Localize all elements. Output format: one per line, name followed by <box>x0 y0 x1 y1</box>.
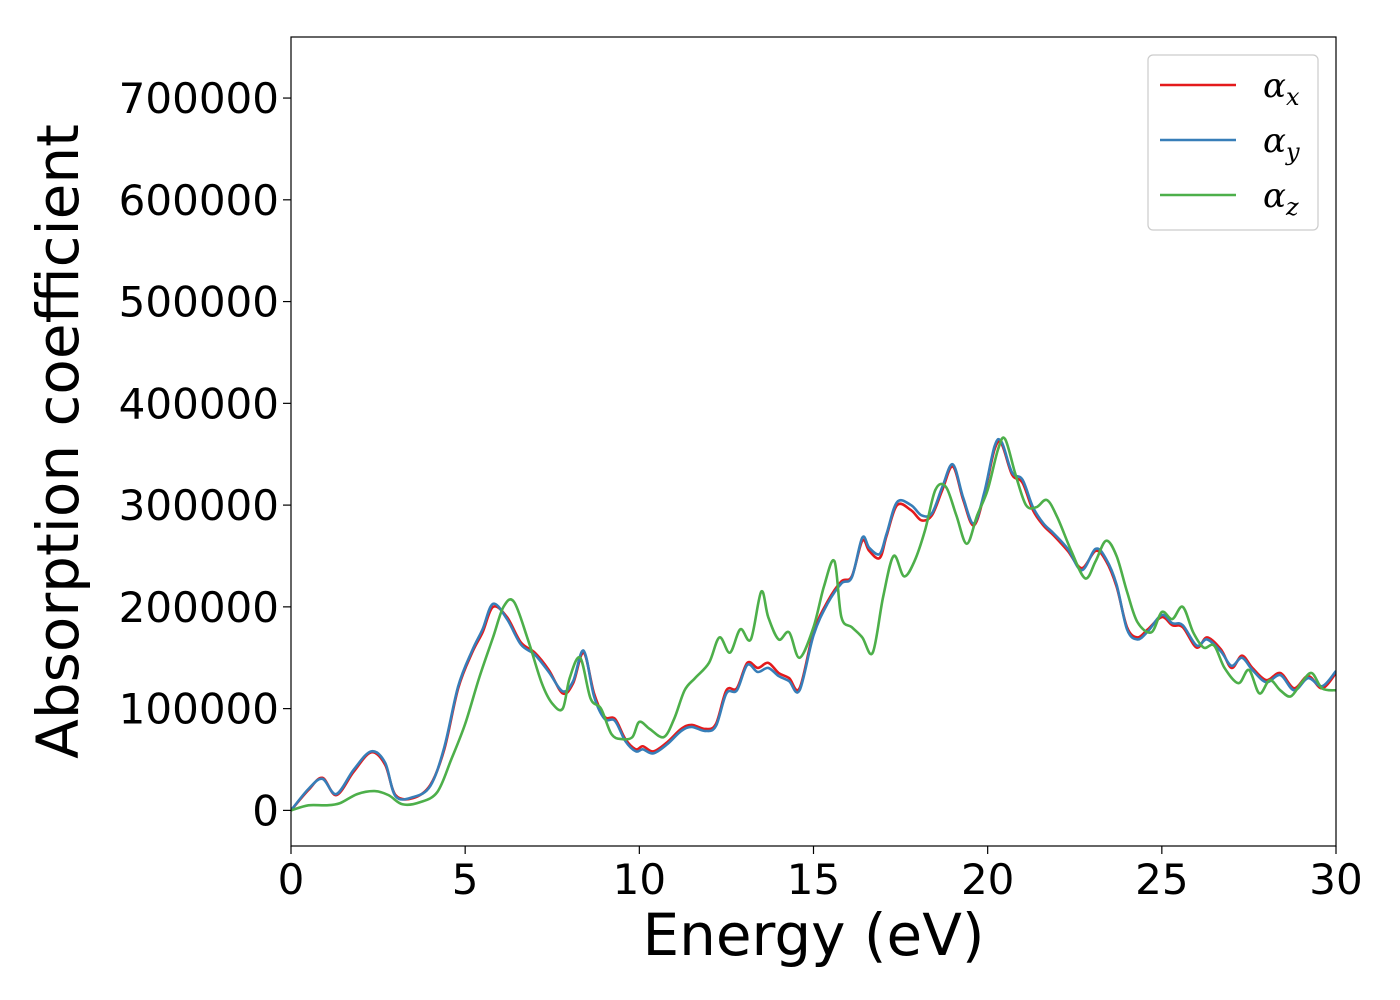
legend-subscript: z <box>1285 193 1299 221</box>
series-layer <box>291 436 1336 812</box>
x-tick-label: 10 <box>613 855 666 904</box>
x-tick-label: 30 <box>1309 855 1362 904</box>
y-tick-label: 500000 <box>119 278 279 327</box>
legend-label-x: αx <box>1263 66 1300 111</box>
legend-symbol: α <box>1263 176 1286 216</box>
legend-box <box>1147 54 1319 231</box>
x-axis-ticks: 0 5 10 15 20 25 30 <box>278 846 1363 904</box>
legend-label-y: αy <box>1263 121 1300 166</box>
plot-frame <box>290 36 1337 847</box>
x-axis-title: Energy (eV) <box>642 901 984 969</box>
series-line-z <box>291 436 1336 812</box>
y-tick-label: 100000 <box>119 685 279 734</box>
legend-label-z: αz <box>1263 176 1299 221</box>
y-tick-label: 700000 <box>119 74 279 123</box>
y-tick-label: 600000 <box>119 176 279 225</box>
y-axis-title: Absorption coefficient <box>24 124 92 759</box>
legend-subscript: x <box>1286 83 1300 111</box>
x-tick-label: 15 <box>787 855 840 904</box>
legend-symbol: α <box>1263 121 1286 161</box>
x-tick-label: 5 <box>452 855 479 904</box>
x-tick-label: 25 <box>1135 855 1188 904</box>
legend-subscript: y <box>1285 138 1300 166</box>
x-tick-label: 0 <box>278 855 305 904</box>
y-tick-label: 300000 <box>119 481 279 530</box>
y-tick-label: 0 <box>252 786 279 835</box>
x-tick-label: 20 <box>961 855 1014 904</box>
y-axis-ticks: 0 100000 200000 300000 400000 500000 600000 700… <box>119 74 291 835</box>
series-line-y <box>291 437 1336 812</box>
y-tick-label: 400000 <box>119 379 279 428</box>
legend-symbol: α <box>1263 66 1286 106</box>
y-tick-label: 200000 <box>119 583 279 632</box>
